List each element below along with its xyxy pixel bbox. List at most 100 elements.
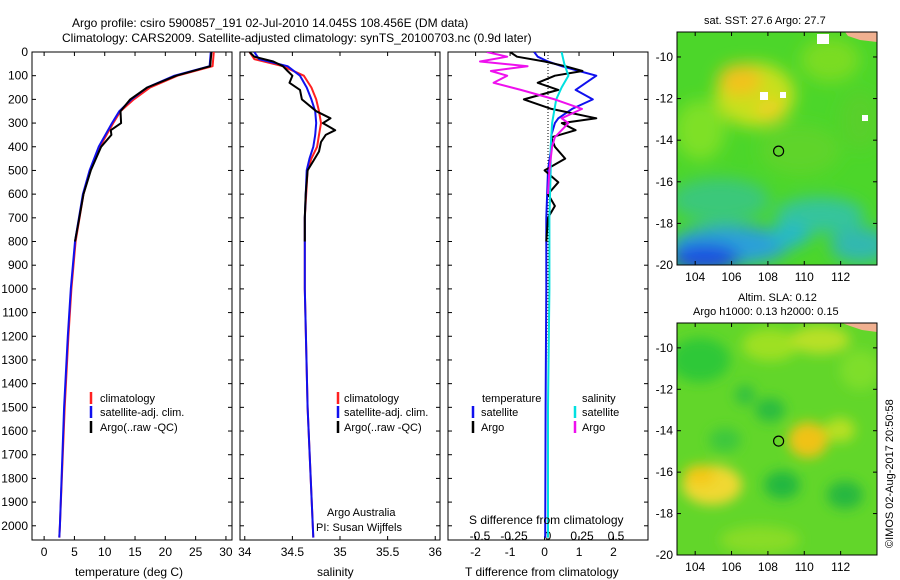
sla-map-panel: Altim. SLA: 0.12 Argo h1000: 0.13 h2000:…	[656, 292, 878, 574]
depth-tick-label: 1700	[1, 448, 28, 462]
x-tick-label: 20	[159, 545, 173, 559]
series-line-satellite-adj-clim	[253, 52, 318, 538]
legend-label-climatology: climatology	[344, 393, 400, 405]
depth-axis-ticks: 0 100 200 300 400 500 600 700 800 900 1000 1100 1200…	[1, 45, 232, 533]
missing-data-patch	[817, 34, 829, 44]
series-line-t-argo	[509, 52, 598, 242]
argo-position-marker	[772, 435, 785, 447]
legend-label-satellite: satellite-adj. clim.	[344, 407, 428, 419]
series-line-satellite-adj-clim	[58, 52, 212, 538]
depth-tick-label: 700	[8, 211, 28, 225]
s-tick-label: 0.25	[570, 529, 594, 543]
lat-tick-label: -14	[656, 424, 674, 438]
lat-tick-label: -10	[656, 50, 674, 64]
depth-tick-label: 1900	[1, 495, 28, 509]
missing-data-patch	[780, 92, 786, 98]
x-tick-label: 34	[238, 545, 252, 559]
x-tick-label: -2	[470, 545, 481, 559]
temperature-axis-ticks: 0 5 10 15 20 25 30	[41, 52, 233, 559]
legend-header-temperature: temperature	[482, 393, 541, 405]
landmass-top-right	[842, 323, 877, 332]
lon-tick-label: 106	[722, 270, 742, 284]
series-line-argo-raw-qc	[248, 52, 337, 242]
depth-tick-label: 1400	[1, 377, 28, 391]
legend-label-argo: Argo(..raw -QC)	[344, 422, 422, 434]
x-tick-label: 1	[576, 545, 583, 559]
lat-tick-label: -14	[656, 133, 674, 147]
lat-tick-label: -20	[656, 548, 674, 562]
difference-legend: temperature satellite Argo salinity sate…	[471, 393, 619, 434]
figure-title-line1: Argo profile: csiro 5900857_191 02-Jul-2…	[72, 16, 468, 30]
lon-tick-label: 108	[758, 270, 778, 284]
lon-tick-label: 112	[831, 560, 850, 574]
lon-tick-label: 110	[795, 270, 814, 284]
legend-label-s-satellite: satellite	[582, 407, 619, 419]
salinity-panel: 34 34.5 35 35.5 36 salinity climatology sate…	[238, 51, 442, 579]
depth-tick-label: 1300	[1, 353, 28, 367]
lat-tick-label: -20	[656, 258, 674, 272]
series-line-s-satellite	[547, 52, 570, 538]
salinity-legend: climatology satellite-adj. clim. Argo(..…	[336, 392, 428, 434]
x-tick-label: 34.5	[281, 545, 305, 559]
series-line-s-argo	[479, 52, 583, 195]
difference-depth-ticks	[448, 51, 648, 527]
depth-tick-label: 800	[8, 235, 28, 249]
salinity-axis-ticks: 34 34.5 35 35.5 36	[238, 52, 442, 559]
sla-map-title-line2: Argo h1000: 0.13 h2000: 0.15	[693, 306, 839, 318]
lat-tick-label: -12	[656, 382, 674, 396]
lon-tick-label: 110	[795, 560, 814, 574]
landmass-top-right	[845, 32, 877, 42]
series-line-argo-raw-qc	[74, 52, 213, 242]
copyright-timestamp: ©IMOS 02-Aug-2017 20:50:58	[884, 399, 896, 548]
x-tick-label: 0	[541, 545, 548, 559]
temperature-panel: 0100200300400500600700800900100011001200…	[1, 45, 233, 579]
lon-tick-label: 104	[685, 560, 705, 574]
x-tick-label: -1	[505, 545, 516, 559]
argo-position-marker	[772, 145, 785, 157]
lat-tick-label: -18	[656, 216, 674, 230]
t-difference-axis-ticks: -2 -1 0 1 2	[470, 52, 617, 559]
sla-map-field	[677, 323, 877, 555]
depth-tick-label: 900	[8, 258, 28, 272]
s-tick-label: 0.5	[608, 529, 625, 543]
x-tick-label: 35.5	[376, 545, 400, 559]
figure-title-line2: Climatology: CARS2009. Satellite-adjuste…	[62, 31, 532, 45]
x-tick-label: 2	[610, 545, 617, 559]
x-tick-label: 36	[429, 545, 443, 559]
depth-tick-label: 1600	[1, 424, 28, 438]
salinity-xlabel: salinity	[317, 565, 354, 579]
depth-tick-label: 2000	[1, 519, 28, 533]
legend-label-t-satellite: satellite	[481, 407, 518, 419]
lat-tick-label: -16	[656, 175, 674, 189]
x-tick-label: 10	[98, 545, 112, 559]
sst-map-field	[677, 32, 877, 265]
x-tick-label: 30	[219, 545, 233, 559]
s-difference-label: S difference from climatology	[469, 513, 624, 527]
sst-map-panel: sat. SST: 27.6 Argo: 27.7	[656, 15, 878, 284]
lat-tick-label: -18	[656, 507, 674, 521]
lon-tick-label: 112	[831, 270, 850, 284]
lat-tick-label: -16	[656, 465, 674, 479]
lon-tick-label: 104	[685, 270, 705, 284]
s-difference-axis-ticks: -0.5 -0.25 0 0.25 0.5	[470, 529, 625, 543]
legend-label-s-argo: Argo	[582, 422, 605, 434]
depth-tick-label: 1500	[1, 400, 28, 414]
lat-tick-label: -10	[656, 341, 674, 355]
depth-tick-label: 1800	[1, 471, 28, 485]
temperature-xlabel: temperature (deg C)	[75, 565, 183, 579]
x-tick-label: 5	[71, 545, 78, 559]
missing-data-patch	[760, 92, 768, 100]
legend-label-argo: Argo(..raw -QC)	[100, 422, 178, 434]
x-tick-label: 15	[128, 545, 142, 559]
depth-tick-label: 1000	[1, 282, 28, 296]
depth-tick-label: 1200	[1, 329, 28, 343]
legend-header-salinity: salinity	[582, 393, 616, 405]
legend-label-satellite: satellite-adj. clim.	[100, 407, 184, 419]
x-tick-label: 0	[41, 545, 48, 559]
legend-label-t-argo: Argo	[481, 422, 504, 434]
depth-tick-label: 1100	[2, 306, 28, 320]
difference-panel: -2 -1 0 1 2 -0.5 -0.25 0 0.25 0.5 S difference f…	[447, 51, 649, 579]
salinity-depth-ticks	[240, 51, 440, 527]
sla-map-title-line1: Altim. SLA: 0.12	[738, 292, 817, 304]
